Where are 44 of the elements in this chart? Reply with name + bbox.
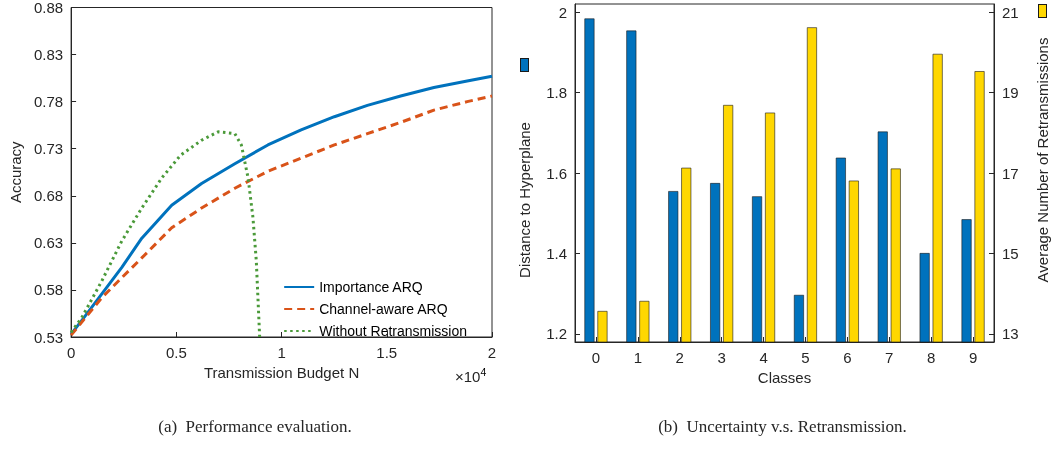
y-tick-label: 0.88 (33, 0, 64, 16)
y2-tick-label: 19 (1002, 84, 1019, 102)
x-tick-label: 2 (675, 349, 684, 366)
y-tick-label: 0.83 (33, 46, 64, 64)
x-tick-label: 1.5 (376, 344, 398, 361)
y-tick-label: 1.6 (546, 164, 567, 182)
legend-label: Channel-aware ARQ (319, 301, 448, 317)
x-tick-label: 9 (968, 349, 978, 366)
y-tick-label: 0.73 (33, 140, 64, 158)
x-tick-label: 1 (277, 344, 286, 361)
y-axis-title: Accuracy (7, 140, 24, 204)
x-tick-label: 2 (487, 344, 497, 361)
legend-label: Without Retransmission (319, 323, 467, 339)
x-axis-title: Classes (757, 369, 812, 386)
y-tick-label: 0.63 (33, 234, 64, 252)
x-tick-label: 1 (633, 349, 643, 366)
x-tick-label: 0 (591, 349, 601, 366)
y-tick-label: 0.78 (33, 93, 64, 111)
x-tick-label: 8 (926, 349, 936, 366)
x-tick-label: 6 (843, 349, 852, 366)
line-series (69, 130, 262, 339)
y-tick-label: 1.8 (546, 84, 567, 102)
y2-tick-label: 21 (1002, 3, 1019, 21)
y-axis-title: Distance to Hyperplane (515, 122, 533, 278)
y-tick-label: 1.4 (546, 244, 567, 262)
x-tick-label: 4 (759, 349, 768, 366)
text: (a) Performance evaluation. (158, 417, 352, 436)
y2-tick-label: 17 (1002, 164, 1019, 182)
y-tick-label: 1.2 (546, 325, 567, 343)
y-tick-label: 0.53 (33, 328, 64, 346)
y-tick-label: 0.68 (33, 187, 64, 205)
y-tick-label: 2 (558, 3, 567, 21)
x-axis-title: Transmission Budget N (203, 364, 360, 381)
x-tick-label: 3 (717, 349, 726, 366)
y2-tick-label: 13 (1002, 325, 1019, 343)
y2-axis-title: Average Number of Retransmissions (1033, 37, 1051, 283)
legend-label: Importance ARQ (319, 279, 423, 295)
y2-tick-label: 15 (1002, 244, 1019, 262)
x-tick-label: 5 (801, 349, 810, 366)
x-tick-label: 0 (66, 344, 76, 361)
x-tick-label: 0.5 (165, 344, 187, 361)
text: (b) Uncertainty v.s. Retransmission. (658, 417, 907, 436)
x-tick-label: 7 (885, 349, 894, 366)
y-tick-label: 0.58 (33, 281, 64, 299)
